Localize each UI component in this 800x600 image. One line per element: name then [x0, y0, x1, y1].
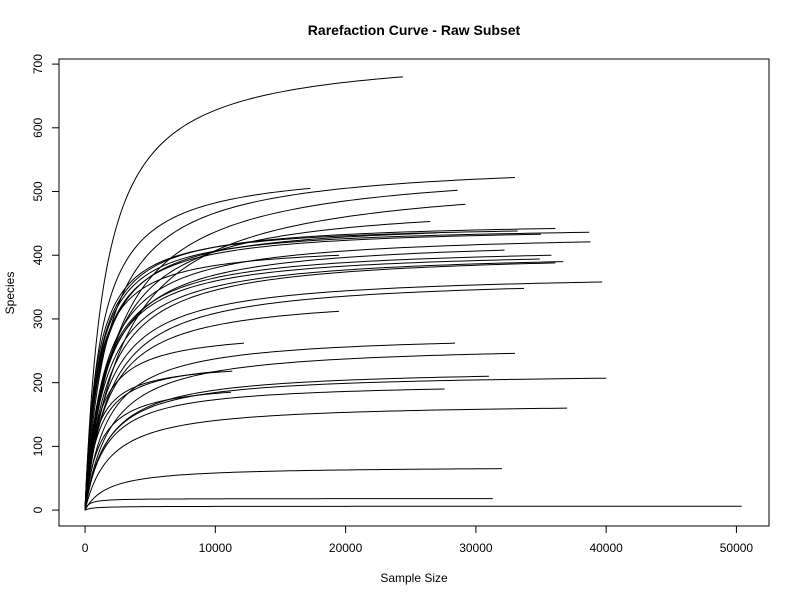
curves-group: [84, 76, 742, 511]
y-tick-label: 100: [31, 436, 45, 456]
x-axis: 0 10000 20000 30000 40000 50000: [82, 526, 754, 555]
rarefaction-curve-27: [84, 375, 489, 511]
rarefaction-curve-33: [84, 498, 493, 511]
x-tick-label: 50000: [720, 541, 754, 555]
x-tick-label: 10000: [199, 541, 233, 555]
x-tick-label: 20000: [329, 541, 363, 555]
rarefaction-curve-16: [84, 258, 540, 511]
rarefaction-curve-34: [84, 505, 742, 511]
x-axis-label: Sample Size: [380, 571, 448, 585]
y-tick-label: 200: [31, 372, 45, 392]
rarefaction-curve-9: [84, 231, 590, 511]
rarefaction-curve-26: [84, 370, 221, 511]
plot-frame: [58, 58, 770, 527]
rarefaction-curve-28: [84, 377, 607, 511]
rarefaction-curve-24: [84, 352, 515, 511]
rarefaction-curve-5: [84, 203, 466, 511]
rarefaction-curve-8: [84, 230, 518, 511]
rarefaction-curve-19: [84, 281, 603, 511]
y-tick-label: 400: [31, 245, 45, 265]
rarefaction-curve-7: [84, 227, 556, 511]
x-tick-label: 40000: [589, 541, 623, 555]
rarefaction-curve-22: [84, 342, 245, 511]
rarefaction-curve-13: [84, 249, 505, 511]
y-tick-label: 0: [31, 506, 45, 513]
rarefaction-curve-17: [84, 261, 564, 511]
rarefaction-curve-2: [84, 177, 515, 511]
x-tick-label: 0: [82, 541, 89, 555]
chart-title: Rarefaction Curve - Raw Subset: [308, 22, 521, 38]
y-tick-label: 500: [31, 181, 45, 201]
y-tick-label: 700: [31, 54, 45, 74]
y-tick-label: 600: [31, 117, 45, 137]
y-axis: 0 100 200 300 400 500 600 700: [31, 54, 59, 513]
rarefaction-curve-1: [84, 76, 403, 511]
y-axis-label: Species: [3, 272, 17, 315]
rarefaction-curve-30: [84, 391, 231, 511]
rarefaction-curve-31: [84, 407, 568, 511]
rarefaction-curve-29: [84, 388, 445, 511]
rarefaction-curve-23: [84, 342, 456, 511]
rarefaction-curve-11: [84, 232, 437, 511]
rarefaction-curve-10: [84, 233, 542, 511]
rarefaction-curve-20: [84, 287, 525, 511]
y-tick-label: 300: [31, 309, 45, 329]
rarefaction-curve-14: [84, 254, 340, 511]
rarefaction-curve-32: [84, 468, 502, 511]
x-tick-label: 30000: [459, 541, 493, 555]
